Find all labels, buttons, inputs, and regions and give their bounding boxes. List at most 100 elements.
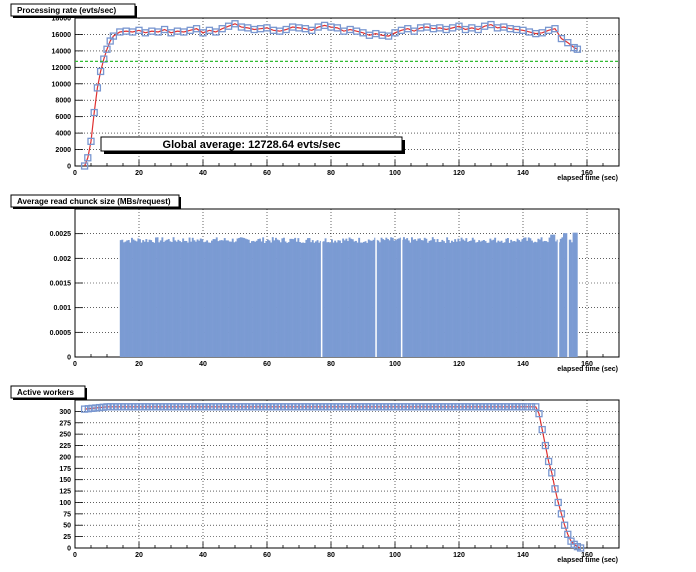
bar [212,239,215,357]
bar [196,239,199,357]
bar [131,237,133,357]
bar [294,237,297,357]
data-point [92,404,100,412]
bar [295,241,298,357]
bar [119,240,122,357]
bar [404,239,407,357]
data-point [560,521,569,529]
bar [529,238,532,357]
bar [355,240,357,357]
bar [553,234,556,357]
bar [291,238,293,357]
x-tick-label: 20 [135,361,143,368]
x-tick-label: 80 [327,552,335,559]
bar [161,237,164,357]
bar [241,237,244,357]
bar [548,237,551,357]
y-tick-label: 275 [59,420,71,427]
bar [382,239,385,357]
bar [311,240,314,357]
bar [351,239,354,357]
chart-2: Average read chunck size (MBs/request) 0 2… [10,194,620,373]
bar [137,238,140,357]
data-point [523,403,531,411]
bar [439,241,442,357]
bar [540,237,543,357]
bar [510,239,513,357]
bar [121,239,124,357]
data-point [541,441,550,450]
bar [575,232,578,357]
bar [191,237,194,357]
data-point [535,410,543,418]
bar [385,237,388,357]
y-tick-label: 2000 [55,147,71,154]
x-axis-label: elapsed time (sec) [557,366,618,373]
bar [236,238,239,357]
bar [566,233,569,357]
x-tick-label: 140 [517,552,529,559]
bar [542,241,545,357]
bar-gap [320,229,323,357]
bar [500,240,503,357]
bar [524,237,527,357]
y-tick-label: 25 [63,534,71,541]
bar [398,238,401,357]
bar [158,242,161,357]
bar [340,242,343,357]
bar [123,242,125,357]
bar [387,239,389,357]
bar [473,239,476,357]
x-tick-label: 0 [73,361,77,368]
data-point [573,45,582,53]
bar [492,239,495,357]
bar-gap [375,229,377,357]
bar [195,241,197,357]
bar [238,237,241,357]
bar [374,237,377,357]
bar [230,241,233,357]
bar [302,242,305,357]
bar [550,234,553,357]
bar [219,240,221,357]
y-tick-label: 12000 [52,65,72,72]
bar [348,237,351,357]
bar [543,240,546,357]
bar [452,241,455,357]
data-point [551,25,559,33]
bar [441,239,444,357]
bar [308,238,311,357]
y-tick-label: 10000 [52,81,72,88]
bar [350,238,353,357]
data-point [576,544,585,552]
bar [555,241,557,357]
x-tick-label: 120 [453,170,465,177]
bar [347,241,349,357]
bar [262,237,265,357]
y-tick-label: 0 [67,164,71,171]
bar [316,240,319,357]
annotation-text: Global average: 12728.64 evts/sec [163,139,341,151]
bar [284,241,287,357]
data-point [527,403,536,411]
bar [377,240,380,357]
y-tick-label: 14000 [52,48,72,55]
x-tick-label: 80 [327,361,335,368]
bar [388,240,391,357]
bar [265,240,268,357]
bar [457,238,460,357]
bar-gap [567,229,569,357]
y-tick-label: 18000 [52,16,72,23]
bar [175,241,178,357]
y-tick-label: 6000 [55,114,71,121]
bar [199,238,202,357]
bar [180,242,183,357]
bar [391,237,394,357]
bar [564,233,567,357]
y-tick-label: 75 [63,511,71,518]
bar [319,240,322,357]
bar [393,240,396,357]
bar [459,241,461,357]
bar [419,238,421,357]
bar [342,238,345,357]
